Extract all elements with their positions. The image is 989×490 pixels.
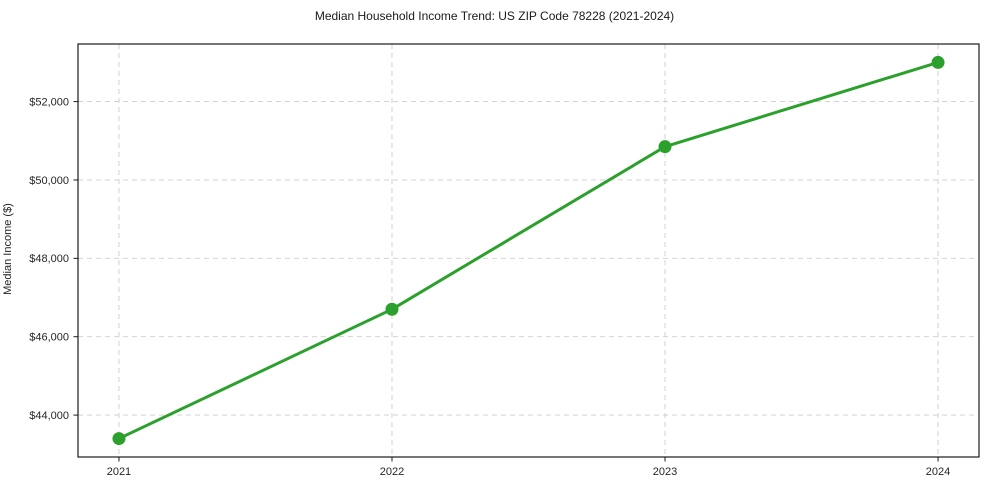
trend-line bbox=[117, 60, 940, 441]
x-tick-label-2021: 2021 bbox=[107, 466, 131, 478]
data-point-2021 bbox=[112, 432, 126, 446]
x-tick-label-2022: 2022 bbox=[380, 466, 404, 478]
y-tick-label-50000: $50,000 bbox=[29, 175, 69, 187]
x-tick-label-2023: 2023 bbox=[653, 466, 677, 478]
y-tick-label-52000: $52,000 bbox=[29, 96, 69, 108]
y-axis-title: Median Income ($) bbox=[2, 203, 14, 295]
data-point-2022 bbox=[385, 302, 399, 316]
chart-title: Median Household Income Trend: US ZIP Co… bbox=[314, 9, 675, 23]
y-tick-label-44000: $44,000 bbox=[29, 410, 69, 422]
y-tick-label-46000: $46,000 bbox=[29, 332, 69, 344]
plot-frame bbox=[77, 43, 980, 458]
data-point-2024 bbox=[931, 55, 945, 69]
data-point-2023 bbox=[658, 140, 672, 154]
x-tick-label-2024: 2024 bbox=[926, 466, 950, 478]
y-tick-label-48000: $48,000 bbox=[29, 253, 69, 265]
